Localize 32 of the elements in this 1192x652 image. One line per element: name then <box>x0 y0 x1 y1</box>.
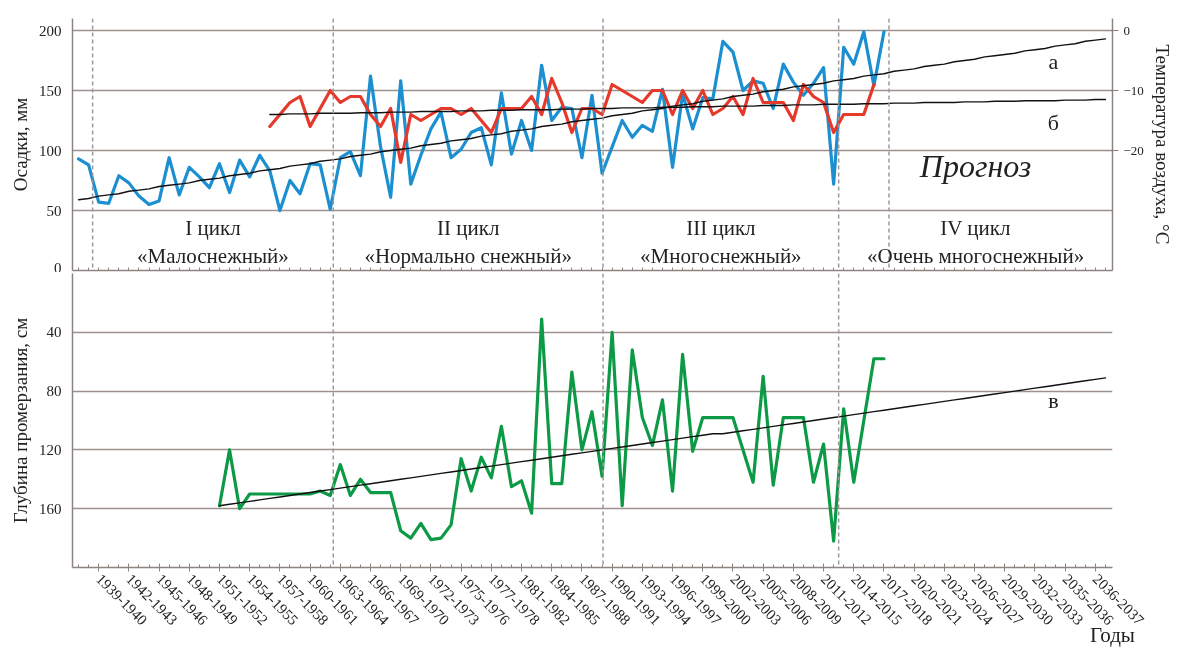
line-series <box>268 76 876 165</box>
y2-tick-label: −10 <box>1123 82 1144 98</box>
annotation: «Очень многоснежный» <box>866 244 1085 269</box>
y-tick-label: 0 <box>54 259 62 276</box>
y-tick-label: 150 <box>39 82 62 99</box>
annotation: IV цикл <box>940 216 1011 241</box>
annotation: I цикл <box>185 216 241 241</box>
annotation: II цикл <box>436 216 500 241</box>
series-label: в <box>1048 387 1059 413</box>
annotation: Прогноз <box>918 148 1032 185</box>
series-label: а <box>1048 48 1059 74</box>
y-tick-label: 160 <box>39 500 62 517</box>
y-axis-title: Глубина промерзания, см <box>10 317 31 524</box>
y-tick-label: 80 <box>46 383 62 400</box>
annotation: «Малоснежный» <box>137 244 289 269</box>
annotation: «Многоснежный» <box>640 244 802 269</box>
line-series <box>218 377 1107 507</box>
y-tick-label: 40 <box>46 324 62 341</box>
line-series <box>217 317 886 543</box>
line-series <box>76 30 886 213</box>
annotation: «Нормально снежный» <box>364 244 572 269</box>
y2-tick-label: −20 <box>1123 142 1144 158</box>
y2-tick-label: 0 <box>1123 22 1130 38</box>
y-axis-title: Осадки, мм <box>10 97 31 192</box>
series-label: б <box>1047 109 1060 135</box>
y-tick-label: 200 <box>39 22 62 39</box>
y-tick-label: 50 <box>46 202 62 219</box>
y-tick-label: 100 <box>39 142 62 159</box>
y2-axis-title: Температура воздуха, °С <box>1151 44 1173 245</box>
y-tick-label: 120 <box>39 441 62 458</box>
line-series <box>77 38 1107 201</box>
annotation: III цикл <box>686 216 756 241</box>
